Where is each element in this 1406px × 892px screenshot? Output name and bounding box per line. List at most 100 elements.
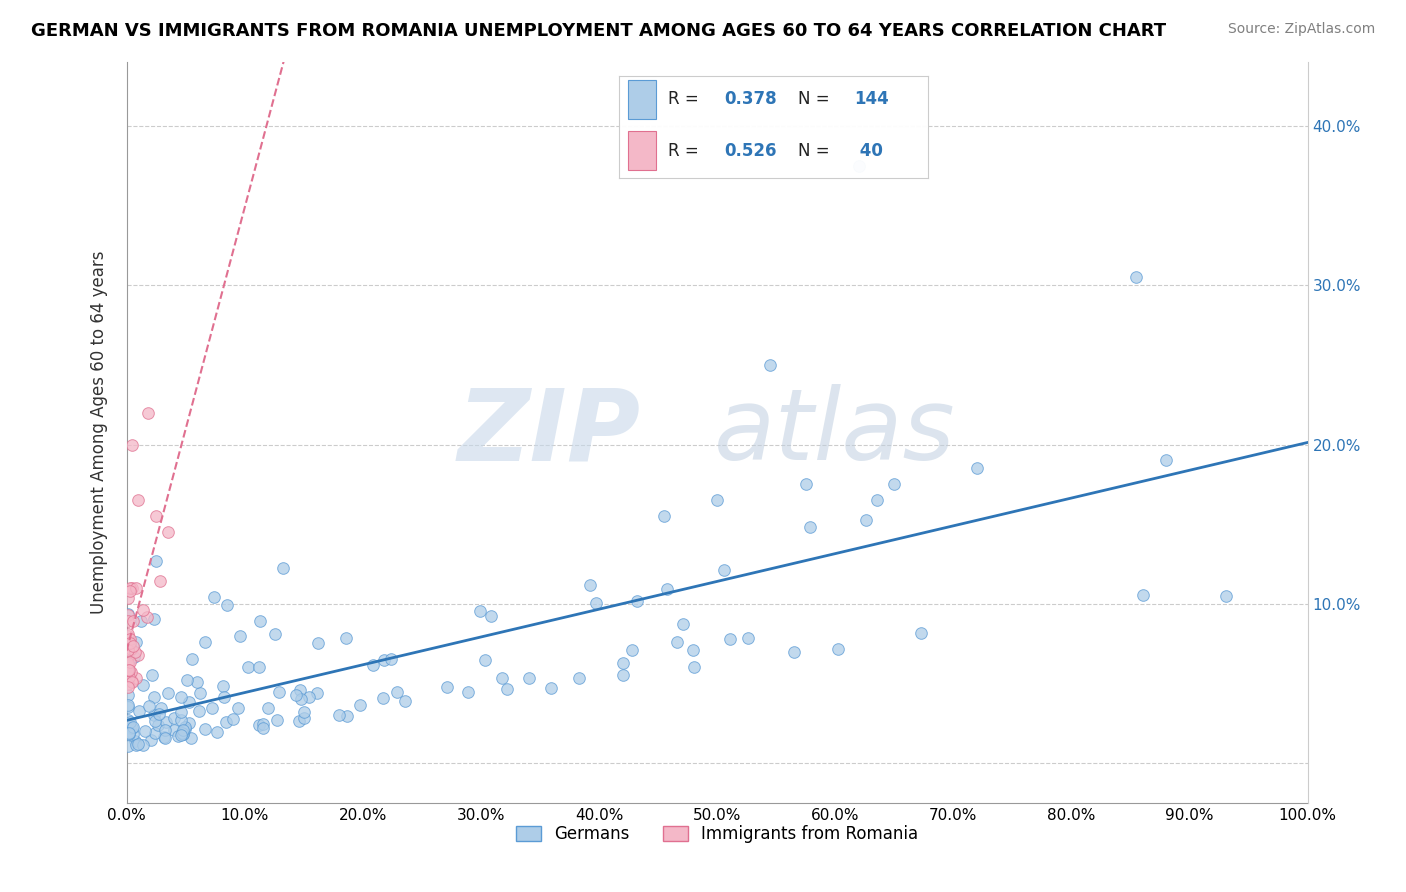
Text: Source: ZipAtlas.com: Source: ZipAtlas.com xyxy=(1227,22,1375,37)
Point xyxy=(468,604,491,618)
Point xyxy=(167,729,190,743)
Point xyxy=(307,636,329,650)
Point xyxy=(457,685,479,699)
Point xyxy=(127,738,149,752)
Point xyxy=(125,635,148,649)
Point xyxy=(290,683,312,698)
Point xyxy=(155,723,177,738)
Point xyxy=(143,708,166,723)
Point xyxy=(305,685,328,699)
Point xyxy=(136,609,159,624)
Point xyxy=(187,705,209,719)
Point xyxy=(517,671,540,685)
Point xyxy=(117,649,139,664)
Point xyxy=(228,701,250,715)
Text: 40: 40 xyxy=(853,142,883,160)
Point xyxy=(170,706,193,720)
Point xyxy=(122,615,145,629)
Point xyxy=(176,673,198,687)
Point xyxy=(328,708,350,723)
Point xyxy=(131,677,153,691)
Point xyxy=(568,671,591,685)
Point xyxy=(794,477,817,491)
Point xyxy=(117,629,139,643)
Point xyxy=(117,614,139,628)
Point xyxy=(713,563,735,577)
Point xyxy=(349,698,371,712)
Point xyxy=(612,667,634,681)
Point xyxy=(252,717,274,731)
Point xyxy=(759,358,782,372)
Point xyxy=(865,493,887,508)
Point xyxy=(966,461,988,475)
Point xyxy=(1154,453,1177,467)
Point xyxy=(149,574,172,588)
Point xyxy=(169,713,191,727)
Text: atlas: atlas xyxy=(714,384,956,481)
Point xyxy=(117,689,139,703)
Point xyxy=(496,681,519,696)
Point xyxy=(385,684,408,698)
Text: 0.378: 0.378 xyxy=(724,90,776,109)
Point xyxy=(117,663,139,677)
Point xyxy=(612,656,634,670)
Text: GERMAN VS IMMIGRANTS FROM ROMANIA UNEMPLOYMENT AMONG AGES 60 TO 64 YEARS CORRELA: GERMAN VS IMMIGRANTS FROM ROMANIA UNEMPL… xyxy=(31,22,1166,40)
Point xyxy=(148,707,170,722)
Point xyxy=(117,591,139,606)
Point xyxy=(1215,589,1237,603)
Point xyxy=(180,731,202,745)
Point xyxy=(120,665,142,679)
Point xyxy=(910,626,932,640)
Point xyxy=(134,724,156,739)
Point xyxy=(120,655,142,669)
Point xyxy=(1125,270,1147,285)
Point xyxy=(143,714,166,728)
Point xyxy=(139,733,162,747)
Point xyxy=(121,640,143,654)
Point xyxy=(394,694,416,708)
Point xyxy=(247,660,270,674)
Point xyxy=(118,714,141,729)
Point xyxy=(373,691,395,706)
Point xyxy=(172,727,194,741)
Point xyxy=(118,584,141,599)
Point xyxy=(626,594,648,608)
Point xyxy=(672,617,695,632)
Text: 144: 144 xyxy=(853,90,889,109)
Point xyxy=(125,739,148,753)
Point xyxy=(124,649,146,664)
Point xyxy=(169,727,191,741)
Point xyxy=(142,612,165,626)
Point xyxy=(156,686,179,700)
Point xyxy=(117,680,139,694)
Point xyxy=(179,695,201,709)
Point xyxy=(174,719,197,733)
Text: N =: N = xyxy=(799,142,830,160)
Text: R =: R = xyxy=(668,90,699,109)
Point xyxy=(474,653,496,667)
Point xyxy=(120,636,142,650)
Point xyxy=(117,665,139,679)
Point xyxy=(284,688,307,702)
Point xyxy=(124,645,146,659)
Point xyxy=(132,738,155,752)
Point xyxy=(117,700,139,714)
Point xyxy=(121,582,143,596)
Point xyxy=(117,714,139,728)
Point xyxy=(145,554,167,568)
Point xyxy=(783,645,806,659)
Point xyxy=(118,726,141,740)
Point xyxy=(292,711,315,725)
Point xyxy=(153,731,176,745)
Point xyxy=(799,519,821,533)
Point xyxy=(117,663,139,677)
Point xyxy=(297,690,319,704)
Point xyxy=(249,615,271,629)
Point xyxy=(127,493,149,508)
Point xyxy=(718,632,741,646)
Point xyxy=(141,668,163,682)
Point xyxy=(247,718,270,732)
Point xyxy=(682,643,704,657)
Point xyxy=(361,658,384,673)
Point xyxy=(666,635,689,649)
